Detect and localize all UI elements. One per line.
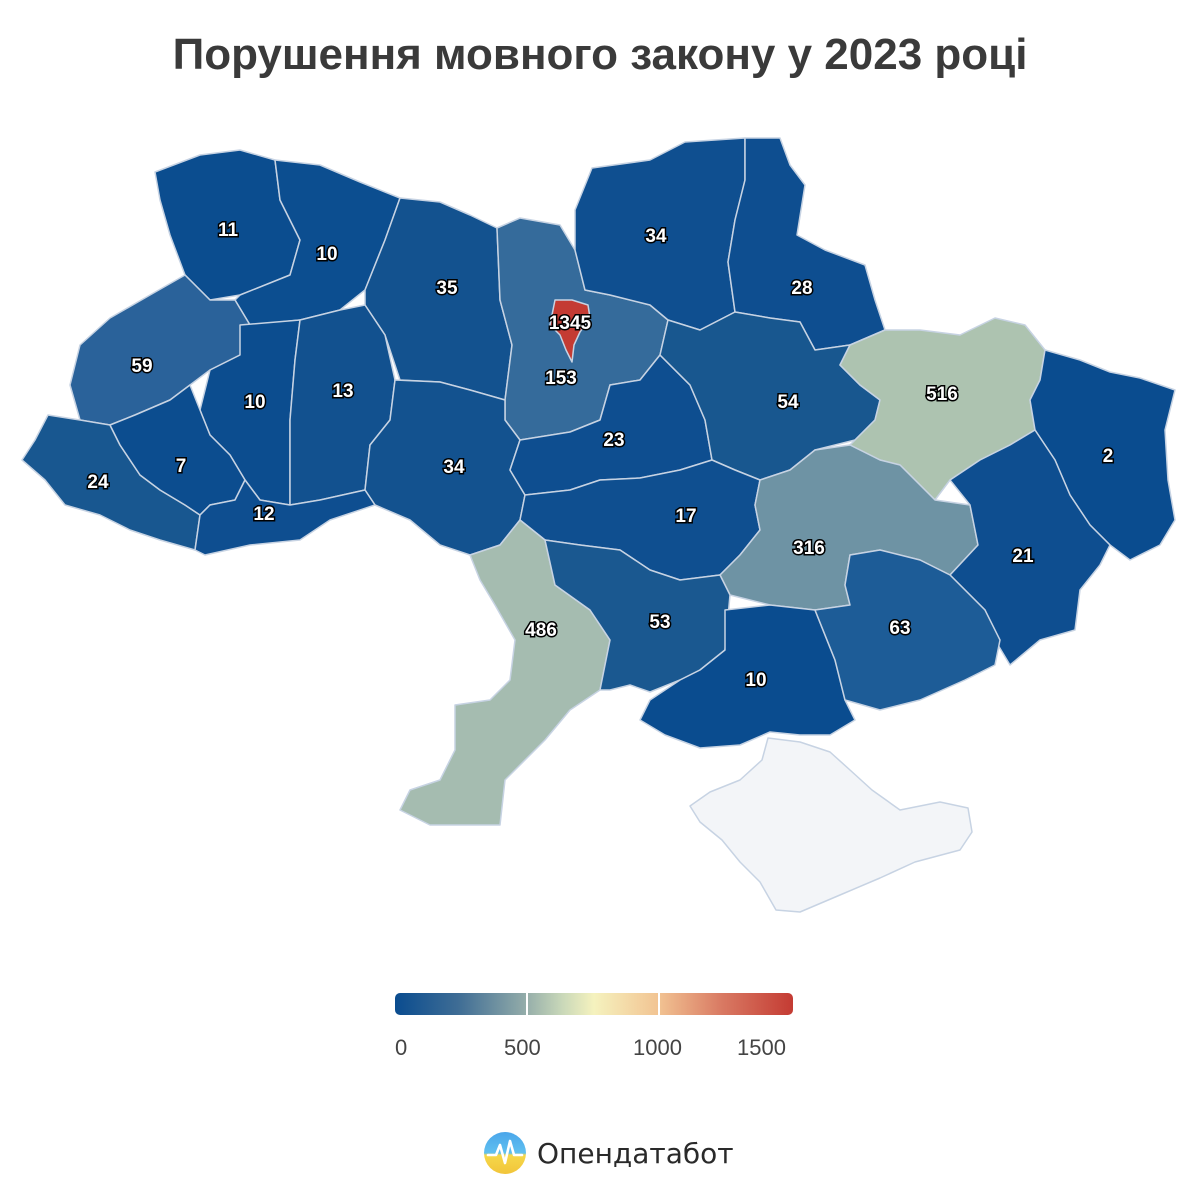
value-label-luhansk: 2 (1103, 446, 1114, 467)
legend-tick-1500: 1500 (737, 1035, 786, 1060)
value-label-odesa: 486 (525, 620, 557, 641)
value-label-ternopil: 10 (244, 392, 265, 413)
value-label-kyiv-city: 1345 (549, 313, 592, 334)
value-label-zhytomyr: 35 (436, 278, 458, 299)
map-title: Порушення мовного закону у 2023 році (172, 30, 1028, 79)
value-label-poltava: 54 (777, 392, 799, 413)
value-label-vinnytsia: 34 (443, 457, 465, 478)
value-label-zakarpattia: 24 (87, 472, 109, 493)
value-label-kherson: 10 (745, 670, 766, 691)
value-label-volyn: 11 (218, 220, 239, 241)
legend-tick-0: 0 (395, 1035, 408, 1060)
value-label-cherkasy: 23 (603, 430, 624, 451)
value-label-khmelnytskyi: 13 (332, 381, 353, 402)
value-label-kyiv-oblast: 153 (545, 368, 577, 389)
legend-tick-1000: 1000 (633, 1035, 682, 1060)
legend-tick-500: 500 (504, 1035, 541, 1060)
value-label-ivano-frankivsk: 7 (176, 456, 187, 477)
brand: Опендатабот (483, 1130, 734, 1176)
value-label-donetsk: 21 (1012, 546, 1034, 567)
value-label-chernihiv: 34 (645, 226, 667, 247)
value-label-chernivtsi: 12 (253, 504, 274, 525)
legend-separator (658, 993, 660, 1015)
value-label-kirovohrad: 17 (675, 506, 696, 527)
color-scale-bar (395, 993, 793, 1015)
legend-separator (526, 993, 528, 1015)
value-label-kharkiv: 516 (926, 384, 958, 405)
value-label-sumy: 28 (791, 278, 812, 299)
region-luhansk[interactable] (1029, 349, 1176, 561)
region-kyiv-city[interactable] (549, 299, 591, 363)
opendatabot-logo-icon (484, 1132, 526, 1174)
ukraine-map: 11 10 35 153 1345 34 28 59 10 13 34 23 5… (21, 137, 1176, 913)
region-chernivtsi[interactable] (194, 479, 376, 556)
value-label-mykolaiv: 53 (649, 612, 670, 633)
value-label-rivne: 10 (316, 244, 337, 265)
value-label-zaporizhzhia: 63 (889, 618, 910, 639)
region-crimea[interactable] (689, 737, 973, 913)
value-label-lviv: 59 (131, 356, 152, 377)
value-label-dnipropetrovsk: 316 (793, 538, 825, 559)
region-zaporizhzhia[interactable] (814, 549, 1001, 711)
brand-name: Опендатабот (537, 1136, 734, 1170)
